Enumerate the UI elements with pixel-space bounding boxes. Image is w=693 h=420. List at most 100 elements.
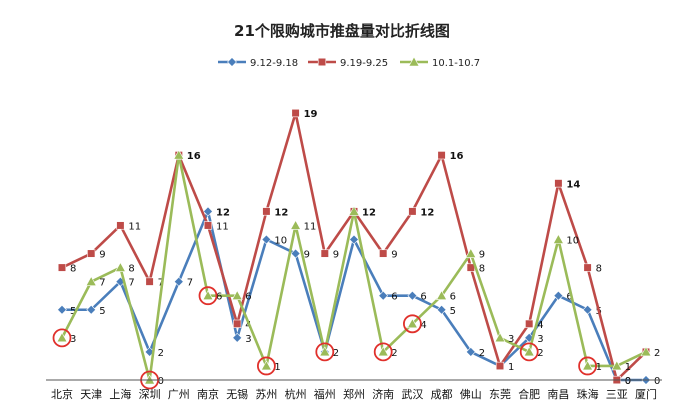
triangle-marker: [494, 332, 506, 343]
data-label: 3: [245, 334, 251, 345]
data-label: 12: [420, 207, 434, 218]
data-label: 4: [537, 320, 543, 331]
diamond-marker: [436, 304, 447, 315]
square-marker: [408, 207, 417, 216]
data-label: 0: [654, 376, 660, 387]
square-marker: [495, 361, 505, 371]
data-label: 8: [128, 264, 134, 275]
data-label: 9: [391, 250, 397, 261]
data-label: 4: [420, 320, 426, 331]
diamond-marker: [465, 346, 476, 357]
data-label: 6: [420, 292, 426, 303]
data-label: 0: [625, 376, 631, 387]
triangle-marker: [582, 360, 594, 371]
data-label: 11: [304, 221, 317, 232]
legend-item: 10.1-10.7: [400, 56, 480, 69]
triangle-marker: [85, 276, 97, 286]
x-tick-label: 佛山: [460, 388, 482, 401]
data-label: 2: [479, 348, 485, 359]
diamond-marker: [86, 304, 97, 315]
highlight-circle: [402, 314, 422, 334]
data-label: 1: [625, 362, 631, 373]
x-tick-label: 无锡: [226, 387, 248, 401]
diamond-marker: [203, 206, 213, 217]
triangle-marker: [552, 233, 564, 244]
diamond-marker: [582, 304, 593, 315]
legend-item: 9.19-9.25: [308, 57, 388, 69]
square-marker: [379, 249, 388, 258]
square-marker: [233, 319, 242, 328]
diamond-marker: [349, 234, 359, 245]
x-tick-label: 福州: [314, 387, 336, 401]
data-label: 7: [99, 278, 105, 289]
diamond-marker: [553, 290, 564, 301]
highlight-circle: [519, 342, 539, 362]
x-tick-label: 厦门: [635, 387, 657, 401]
triangle-marker: [406, 318, 418, 329]
x-tick-label: 成都: [431, 388, 453, 401]
data-label: 5: [99, 306, 105, 317]
diamond-marker: [290, 248, 301, 259]
data-label: 5: [450, 306, 456, 317]
data-label: 12: [274, 207, 288, 218]
square-marker: [291, 108, 300, 118]
triangle-marker: [114, 261, 126, 272]
square-marker: [203, 221, 213, 230]
data-label: 16: [450, 151, 464, 162]
square-marker: [262, 207, 271, 216]
x-tick-label: 广州: [168, 388, 190, 401]
chart-legend: 9.12-9.18 9.19-9.25 10.1-10.7: [218, 56, 480, 69]
triangle-marker: [436, 290, 448, 301]
x-tick-label: 三亚: [606, 388, 628, 401]
data-label: 1: [508, 362, 514, 373]
triangle-marker: [260, 360, 272, 371]
data-label: 12: [216, 207, 230, 218]
x-tick-label: 深圳: [139, 388, 161, 401]
square-marker: [87, 249, 96, 258]
triangle-marker: [290, 219, 302, 230]
data-label: 9: [304, 250, 310, 261]
x-tick-label: 珠海: [577, 387, 599, 401]
data-label: 14: [566, 179, 580, 190]
square-marker: [525, 319, 534, 328]
diamond-marker: [261, 234, 272, 245]
triangle-marker: [640, 346, 652, 357]
square-marker: [437, 151, 446, 160]
data-label: 9: [333, 250, 339, 261]
highlight-circle: [578, 356, 597, 376]
diamond-marker: [378, 290, 389, 301]
data-label: 7: [158, 278, 164, 289]
data-label: 6: [450, 292, 456, 303]
data-label: 9: [99, 250, 105, 261]
data-label: 1: [596, 362, 602, 373]
data-label: 6: [245, 292, 251, 303]
data-label: 6: [216, 292, 222, 303]
highlight-circle: [315, 342, 335, 362]
triangle-marker: [319, 346, 331, 357]
square-marker: [57, 263, 67, 272]
triangle-marker: [377, 346, 389, 357]
triangle-marker: [348, 205, 360, 216]
data-label: 8: [70, 264, 76, 275]
legend-label: 9.19-9.25: [340, 58, 388, 69]
diamond-marker: [407, 290, 418, 301]
diamond-marker: [227, 57, 237, 67]
triangle-marker: [231, 290, 243, 301]
x-tick-label: 合肥: [518, 387, 540, 401]
diamond-marker: [232, 332, 243, 343]
highlight-circle: [198, 286, 218, 306]
data-label: 3: [508, 334, 514, 345]
data-label: 2: [537, 348, 543, 359]
square-marker: [317, 57, 327, 67]
data-label: 2: [391, 348, 397, 359]
x-tick-label: 天津: [80, 388, 102, 401]
x-tick-label: 上海: [109, 387, 131, 401]
x-tick-label: 郑州: [343, 387, 365, 401]
diamond-marker: [57, 304, 67, 315]
square-marker: [554, 179, 563, 188]
data-label: 2: [158, 348, 164, 359]
x-axis: 北京 天津 上海 深圳 广州 南京 无锡 苏州 杭州 福州 郑州 济南 武汉 成都 佛山 东莞 合肥 南昌 珠海 三亚…: [46, 379, 662, 401]
